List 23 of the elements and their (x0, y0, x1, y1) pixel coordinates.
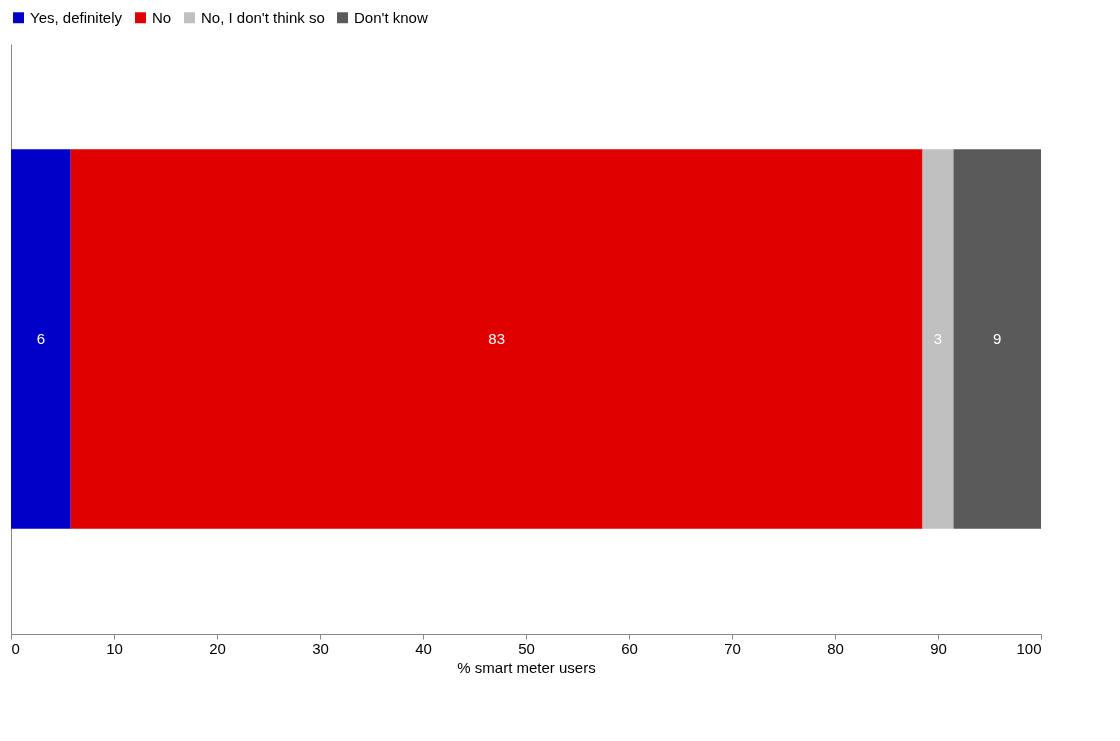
x-tick-label: 70 (724, 639, 741, 657)
x-tick-label: 60 (621, 639, 638, 657)
x-tick-label: 90 (930, 639, 947, 657)
data-label: 6 (36, 330, 46, 347)
legend-label: No, I don't think so (201, 8, 325, 26)
data-label: 83 (488, 330, 505, 347)
x-tick-label: 20 (209, 639, 226, 657)
bar (922, 149, 954, 529)
data-label: 9 (993, 330, 1002, 347)
bar (11, 149, 71, 529)
x-tick-label: 50 (518, 639, 535, 657)
bar (953, 149, 1041, 529)
legend-label: Yes, definitely (30, 8, 123, 26)
x-tick-label: 100 (1016, 639, 1042, 657)
x-tick-label: 40 (415, 639, 432, 657)
x-tick-label: 30 (312, 639, 329, 657)
data-label: 3 (933, 330, 943, 347)
x-tick-label: 0 (11, 639, 20, 657)
x-tick-label: 10 (106, 639, 123, 657)
legend-label: Don't know (354, 8, 428, 26)
x-tick-label: 80 (827, 639, 844, 657)
x-axis-title: % smart meter users (457, 658, 596, 676)
legend-label: No (152, 8, 172, 26)
